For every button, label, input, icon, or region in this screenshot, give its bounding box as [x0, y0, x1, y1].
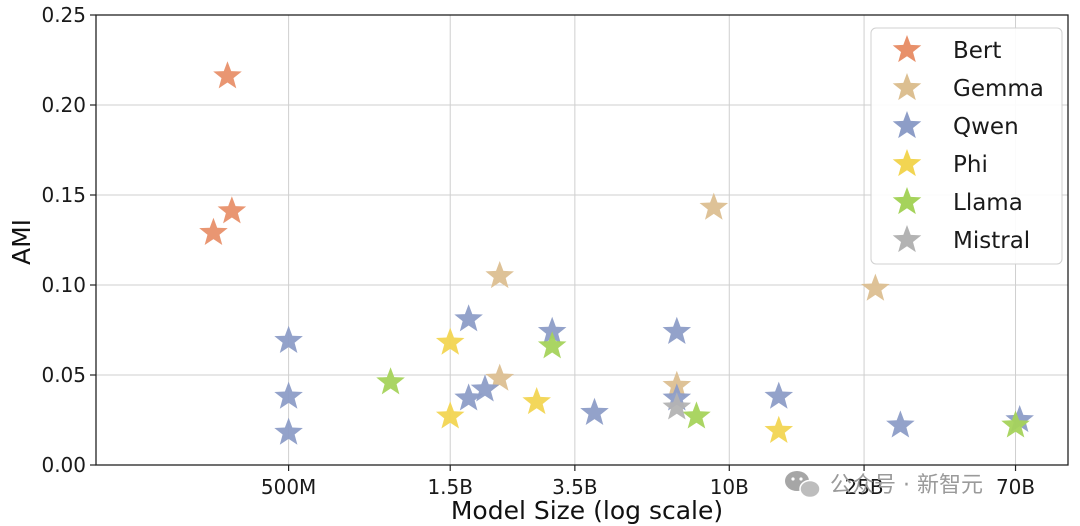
- data-point-gemma: [861, 273, 890, 301]
- legend-label-qwen: Qwen: [953, 114, 1019, 140]
- watermark: 公众号 · 新智元: [785, 471, 983, 499]
- legend-marker-gemma: [892, 73, 922, 101]
- x-tick-label: 500M: [261, 475, 316, 499]
- data-point-qwen: [454, 304, 483, 332]
- data-point-qwen: [274, 381, 303, 409]
- legend-marker-llama: [892, 187, 922, 215]
- data-point-qwen: [454, 383, 483, 411]
- y-tick-label: 0.25: [41, 3, 86, 27]
- data-point-llama: [537, 331, 567, 359]
- data-point-bert: [213, 61, 242, 89]
- x-axis-title: Model Size (log scale): [451, 496, 723, 525]
- data-point-qwen: [764, 381, 794, 409]
- series-bert: [199, 61, 247, 245]
- data-point-phi: [435, 327, 465, 355]
- data-point-llama: [682, 401, 711, 429]
- legend-label-gemma: Gemma: [953, 76, 1044, 102]
- data-point-qwen: [662, 316, 692, 344]
- points-layer: [199, 61, 1034, 445]
- data-point-qwen: [470, 374, 500, 402]
- data-point-phi: [522, 387, 551, 415]
- data-point-llama: [1001, 410, 1030, 438]
- y-axis-title: AMI: [7, 219, 36, 265]
- legend-label-bert: Bert: [953, 38, 1001, 64]
- data-point-phi: [764, 415, 794, 443]
- data-point-gemma: [485, 261, 514, 289]
- x-tick-label: 3.5B: [552, 475, 598, 499]
- series-llama: [376, 331, 1030, 438]
- x-tick-label: 70B: [996, 475, 1035, 499]
- data-point-phi: [435, 401, 465, 429]
- data-point-gemma: [699, 192, 729, 220]
- series-gemma: [485, 192, 890, 398]
- data-point-bert: [217, 196, 247, 224]
- legend: Bert Gemma Qwen Phi Llama Mistral: [870, 27, 1063, 265]
- ticks-layer: 500M 1.5B 3.5B 10B 25B 70B 0.00 0.05 0.10 0.15 0.2…: [41, 3, 1035, 499]
- legend-frame: [870, 27, 1063, 265]
- y-tick-label: 0.20: [41, 93, 86, 117]
- data-point-mistral: [662, 392, 692, 420]
- legend-label-llama: Llama: [953, 190, 1023, 216]
- x-tick-label: 1.5B: [427, 475, 473, 499]
- watermark-text: 公众号 · 新智元: [830, 473, 983, 498]
- x-tick-label: 25B: [844, 475, 883, 499]
- y-tick-label: 0.00: [41, 453, 86, 477]
- data-point-qwen: [886, 410, 915, 438]
- x-tick-label: 10B: [710, 475, 749, 499]
- data-point-bert: [199, 217, 228, 245]
- legend-marker-bert: [892, 35, 922, 63]
- legend-marker-mistral: [892, 225, 922, 253]
- data-point-gemma: [485, 363, 514, 391]
- y-tick-label: 0.10: [41, 273, 86, 297]
- data-point-qwen: [1005, 405, 1034, 433]
- data-point-llama: [376, 367, 405, 395]
- data-point-qwen: [274, 325, 303, 353]
- legend-label-mistral: Mistral: [953, 228, 1030, 254]
- series-mistral: [662, 392, 692, 420]
- legend-label-phi: Phi: [953, 152, 988, 178]
- y-tick-label: 0.15: [41, 183, 86, 207]
- plot-frame: [95, 14, 1069, 466]
- y-tick-label: 0.05: [41, 363, 86, 387]
- legend-marker-qwen: [892, 111, 922, 139]
- data-point-qwen: [274, 417, 303, 445]
- legend-marker-phi: [892, 149, 922, 177]
- data-point-qwen: [580, 397, 609, 425]
- wechat-icon: [785, 471, 821, 499]
- data-point-qwen: [537, 316, 567, 344]
- series-phi: [435, 327, 794, 443]
